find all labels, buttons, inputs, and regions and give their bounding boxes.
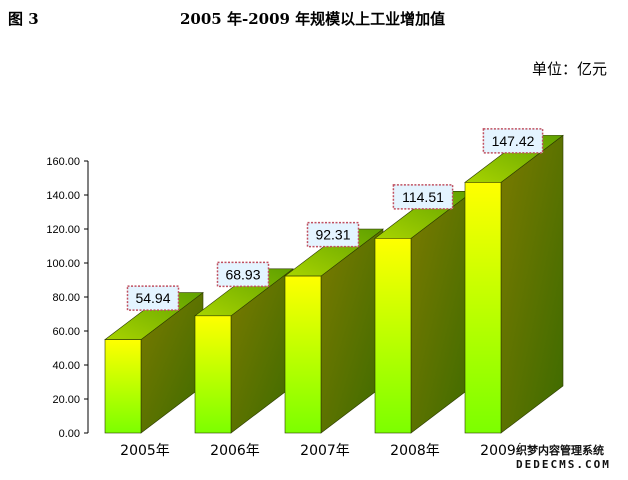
bar bbox=[464, 134, 564, 434]
data-label-text: 54.94 bbox=[135, 290, 170, 306]
y-tick-label: 120.00 bbox=[46, 224, 80, 236]
data-label-text: 92.31 bbox=[315, 227, 350, 243]
figure-label: 图 3 bbox=[8, 10, 39, 28]
bar-side-face bbox=[500, 134, 564, 434]
bar bbox=[284, 228, 384, 434]
bar-front-face bbox=[104, 339, 142, 434]
data-label-text: 68.93 bbox=[225, 266, 260, 282]
y-tick-label: 80.00 bbox=[52, 292, 80, 304]
x-category-label: 2008年 bbox=[390, 443, 440, 459]
unit-label: 单位：亿元 bbox=[532, 60, 608, 78]
watermark: 织梦内容管理系统 DEDECMS.COM bbox=[516, 444, 622, 476]
data-label-box bbox=[306, 221, 360, 248]
bar-front-face bbox=[284, 275, 322, 434]
bar-front-face bbox=[374, 238, 412, 434]
data-label-box bbox=[126, 285, 180, 311]
y-tick-label: 160.00 bbox=[46, 156, 80, 168]
x-category-label: 2007年 bbox=[300, 443, 350, 459]
y-tick-label: 140.00 bbox=[46, 190, 80, 202]
y-tick-label: 100.00 bbox=[46, 258, 80, 270]
bars-layer bbox=[104, 134, 564, 434]
bar-front-face bbox=[194, 315, 232, 434]
bar bbox=[104, 291, 204, 434]
y-tick-label: 40.00 bbox=[52, 360, 80, 372]
y-tick-label: 0.00 bbox=[59, 428, 80, 440]
watermark-line2: DEDECMS.COM bbox=[516, 458, 611, 471]
data-label: 68.93 bbox=[216, 261, 270, 288]
data-label-text: 114.51 bbox=[402, 189, 444, 205]
data-label-text: 147.42 bbox=[492, 133, 535, 149]
y-tick-label: 20.00 bbox=[52, 394, 80, 406]
y-tick-label: 60.00 bbox=[52, 326, 80, 338]
data-label-box bbox=[216, 261, 270, 288]
data-label-box bbox=[392, 184, 454, 210]
x-category-label: 2006年 bbox=[210, 443, 260, 459]
data-label: 54.94 bbox=[126, 285, 180, 311]
data-label: 147.42 bbox=[482, 128, 544, 154]
bar bbox=[194, 268, 294, 434]
data-labels-layer: 54.94 68.93 92.31 114.51 147.42 bbox=[126, 128, 544, 311]
chart-title: 2005 年-2009 年规模以上工业增加值 bbox=[180, 10, 446, 28]
data-label: 114.51 bbox=[392, 184, 454, 210]
data-label: 92.31 bbox=[306, 221, 360, 248]
bar bbox=[374, 190, 474, 434]
bar-front-face bbox=[464, 182, 502, 434]
watermark-line1: 织梦内容管理系统 bbox=[516, 444, 604, 457]
x-category-label: 2005年 bbox=[120, 443, 170, 459]
data-label-box bbox=[482, 128, 544, 154]
x-axis-categories: 2005年 2006年 2007年 2008年 2009年 bbox=[120, 443, 530, 459]
y-axis: 0.00 20.00 40.00 60.00 80.00 100.00 120.00 140.… bbox=[46, 156, 89, 440]
